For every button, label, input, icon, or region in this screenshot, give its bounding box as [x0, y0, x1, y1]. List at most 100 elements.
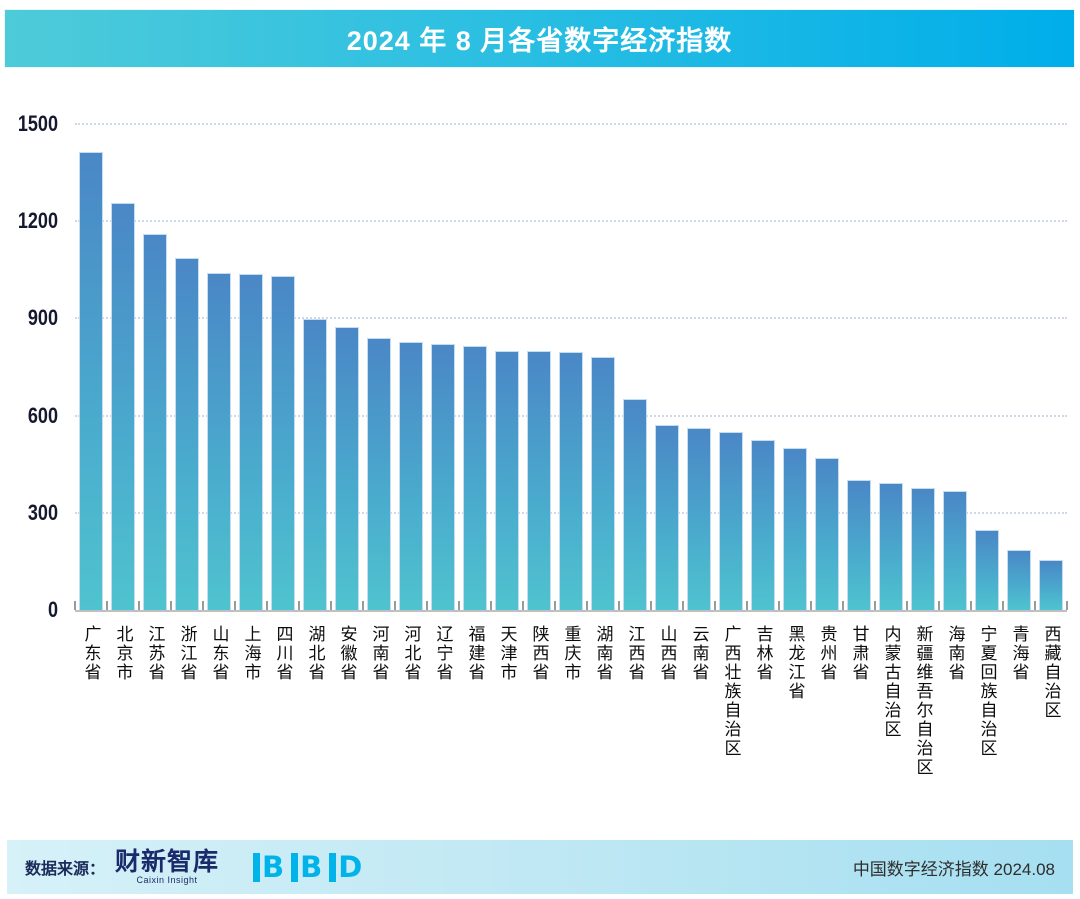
x-axis-tick [394, 601, 396, 610]
x-axis-label: 山西省 [657, 625, 677, 682]
x-axis-label: 福建省 [465, 625, 485, 682]
x-axis-tick [1066, 601, 1068, 610]
y-axis-tick-label: 1200 [17, 208, 58, 234]
bar-浙江省 [175, 258, 199, 610]
bar-江苏省 [143, 234, 167, 610]
bar-福建省 [463, 345, 487, 610]
bar-chart: 0 300 600 900 1200 1500 广东省 北京市 江苏省 浙江省 山东省 上海市 四川省湖… [0, 67, 1080, 827]
title-bar: 2024 年 8 月各省数字经济指数 [5, 10, 1074, 67]
x-axis-line [75, 610, 1067, 612]
x-axis-label: 湖南省 [593, 625, 613, 682]
x-axis-label: 贵州省 [817, 625, 837, 682]
x-axis-label: 上海市 [241, 625, 261, 682]
x-axis-tick [330, 601, 332, 610]
x-axis-tick [554, 601, 556, 610]
x-axis-label: 吉林省 [753, 625, 773, 682]
y-axis-tick-label: 900 [27, 305, 58, 331]
x-axis-tick [938, 601, 940, 610]
caixin-logo-en: Caixin Insight [136, 874, 198, 885]
x-axis-label: 陕西省 [529, 625, 549, 682]
y-axis-tick-label: 600 [27, 402, 58, 428]
x-axis-label: 天津市 [497, 625, 517, 682]
x-axis-label: 广东省 [81, 625, 101, 682]
x-axis-tick [298, 601, 300, 610]
bar-陕西省 [527, 351, 551, 610]
x-axis-label: 四川省 [273, 625, 293, 682]
x-axis-label: 江苏省 [145, 625, 165, 682]
x-axis-tick [234, 601, 236, 610]
caixin-insight-logo: 财新智库 Caixin Insight [115, 847, 220, 885]
bar-安徽省 [335, 327, 359, 610]
bbd-letter: B [253, 852, 284, 882]
x-axis-label: 北京市 [113, 625, 133, 682]
x-axis-label: 内蒙古自治区 [881, 625, 901, 739]
x-axis-label: 辽宁省 [433, 625, 453, 682]
x-axis-tick [522, 601, 524, 610]
caixin-logo-cn: 财新智库 [115, 847, 220, 876]
footer: 数据来源： 财新智库 Caixin Insight B B D 中国数字经济指数… [7, 840, 1073, 894]
x-axis-tick [426, 601, 428, 610]
x-axis-tick [586, 601, 588, 610]
x-axis-tick [1034, 601, 1036, 610]
index-period-label: 中国数字经济指数 2024.08 [852, 859, 1055, 879]
x-axis-label: 宁夏回族自治区 [977, 625, 997, 758]
page-title: 2024 年 8 月各省数字经济指数 [346, 26, 733, 56]
bar-四川省 [271, 276, 295, 610]
bar-重庆市 [559, 352, 583, 610]
x-axis-tick [74, 601, 76, 610]
bar-贵州省 [815, 457, 839, 610]
gridline-1500 [75, 123, 1067, 125]
bbd-logo: B B D [253, 852, 362, 882]
x-axis-tick [106, 601, 108, 610]
x-axis-label: 云南省 [689, 625, 709, 682]
bar-江西省 [623, 399, 647, 610]
x-axis-tick [778, 601, 780, 610]
x-axis-label: 河南省 [369, 625, 389, 682]
bar-河南省 [367, 337, 391, 610]
bbd-letter: D [329, 852, 362, 882]
gridline-900 [75, 317, 1067, 320]
x-axis-tick [170, 601, 172, 610]
x-axis-tick [714, 601, 716, 610]
x-axis-label: 西藏自治区 [1041, 625, 1061, 720]
x-axis-label: 黑龙江省 [785, 625, 805, 701]
bar-广东省 [79, 151, 103, 610]
bar-黑龙江省 [783, 448, 807, 610]
bar-天津市 [495, 350, 519, 610]
x-axis-label: 安徽省 [337, 625, 357, 682]
x-axis-label: 江西省 [625, 625, 645, 682]
x-axis-tick [1002, 601, 1004, 610]
x-axis-tick [650, 601, 652, 610]
x-axis-tick [618, 601, 620, 610]
x-axis-tick [842, 601, 844, 610]
bar-内蒙古自治区 [879, 482, 903, 610]
y-axis-tick-label: 1500 [17, 111, 58, 136]
x-axis-tick [970, 601, 972, 610]
bar-吉林省 [751, 439, 775, 610]
gridline-1200 [75, 220, 1067, 223]
x-axis-tick [906, 601, 908, 610]
x-axis-label: 甘肃省 [849, 625, 869, 682]
bar-甘肃省 [847, 480, 871, 610]
x-axis-tick [682, 601, 684, 610]
data-source-label: 数据来源： [25, 861, 106, 878]
bar-山西省 [655, 424, 679, 610]
x-axis-tick [874, 601, 876, 610]
x-axis-label: 山东省 [209, 625, 229, 682]
x-axis-tick [810, 601, 812, 610]
bar-湖南省 [591, 356, 615, 610]
bar-河北省 [399, 341, 423, 610]
bbd-letter: B [291, 852, 322, 882]
x-axis-label: 青海省 [1009, 625, 1029, 682]
bar-青海省 [1007, 550, 1031, 610]
x-axis-label: 湖北省 [305, 625, 325, 682]
x-axis-tick [266, 601, 268, 610]
bar-湖北省 [303, 319, 327, 610]
bar-山东省 [207, 273, 231, 610]
y-axis-tick-label: 0 [47, 597, 58, 622]
x-axis-tick [202, 601, 204, 610]
x-axis-tick [138, 601, 140, 610]
x-axis-tick [362, 601, 364, 610]
bar-辽宁省 [431, 344, 455, 610]
x-axis-label: 新疆维吾尔自治区 [913, 625, 933, 777]
